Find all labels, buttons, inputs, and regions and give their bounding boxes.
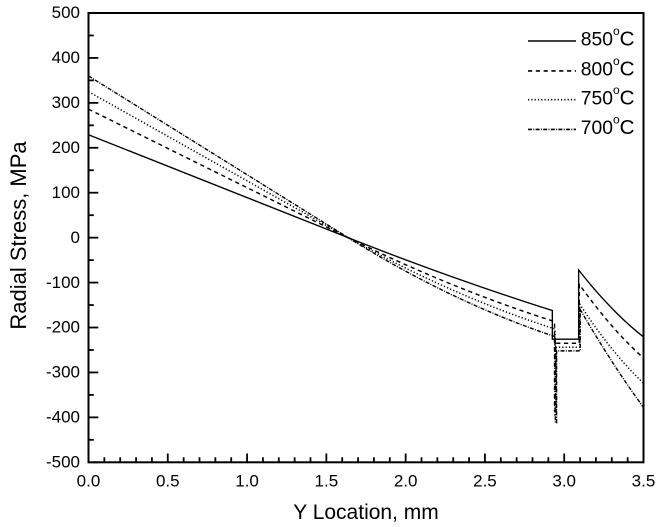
svg-text:200: 200 [52,138,80,157]
svg-text:2.5: 2.5 [473,471,497,490]
svg-text:-100: -100 [46,273,80,292]
svg-text:750oC: 750oC [581,83,635,110]
svg-text:700oC: 700oC [581,113,635,140]
svg-text:-500: -500 [46,453,80,472]
svg-text:400: 400 [52,48,80,67]
svg-text:0: 0 [71,228,80,247]
svg-text:300: 300 [52,93,80,112]
svg-text:Y Location, mm: Y Location, mm [293,501,439,524]
svg-text:3.5: 3.5 [632,471,656,490]
svg-text:0.5: 0.5 [156,471,180,490]
svg-text:3.0: 3.0 [552,471,576,490]
svg-text:-200: -200 [46,318,80,337]
svg-text:0.0: 0.0 [77,471,101,490]
svg-text:850oC: 850oC [581,24,635,51]
svg-text:1.5: 1.5 [315,471,339,490]
svg-text:Radial Stress, MPa: Radial Stress, MPa [6,141,31,330]
svg-text:-400: -400 [46,408,80,427]
svg-text:2.0: 2.0 [394,471,418,490]
svg-text:500: 500 [52,3,80,22]
svg-text:1.0: 1.0 [235,471,259,490]
svg-text:-300: -300 [46,363,80,382]
svg-text:800oC: 800oC [581,54,635,81]
svg-text:100: 100 [52,183,80,202]
